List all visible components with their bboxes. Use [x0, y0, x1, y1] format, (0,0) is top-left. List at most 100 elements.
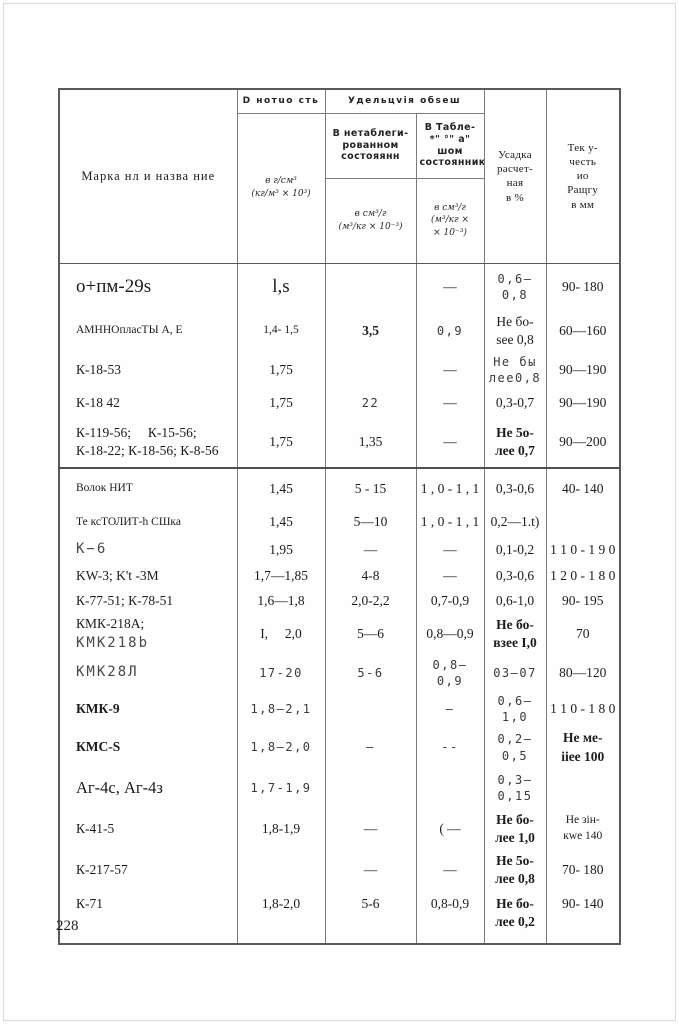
value-cell: 22 [324, 389, 416, 418]
value-cell: 0,3-0,7 [483, 389, 546, 418]
value-cell: 17-20 [236, 654, 325, 691]
value-cell: 0,6-1,0 [483, 588, 546, 614]
value-cell: Не бо- see 0,8 [483, 311, 546, 352]
value-cell: ( — [415, 807, 484, 850]
table-row: КМК28Л 17-20 5-6 0,8–0,9 03—07 80—120 [59, 654, 620, 691]
value-cell: — [324, 807, 416, 850]
header-density: D нотuо сть [236, 89, 325, 114]
value-cell: Не 5о- лее 0,7 [483, 417, 546, 469]
value-cell: 90- 140 [545, 890, 620, 945]
material-name-cell: Волок НИТ [59, 467, 237, 509]
table-body: о+пм-29s l,s — 0,6–0,8 90- 180 АМННОпласТЫ А,… [59, 263, 620, 945]
material-name-cell: К-18 42 [76, 395, 120, 411]
value-cell: I, 2,0 [236, 613, 325, 655]
table-row: КМК-218А; КМК218b I, 2,0 5—6 0,8—0,9 Не бо- в… [59, 613, 620, 655]
value-cell [545, 508, 620, 537]
table-row: К-217-57— — Не 5о- лее 0,8 70- 180 [59, 849, 620, 891]
material-name-cell: К-217-57 [76, 861, 128, 877]
material-name-cell: К-41-5 [76, 820, 115, 836]
value-cell: 1,45 [236, 508, 325, 537]
value-cell: 1,75 [236, 351, 325, 390]
table-row: Волок НИТ 1,45 5 - 15 1 , 0 - 1 , 1 0,3-0,6 4… [59, 467, 620, 509]
value-cell [324, 263, 416, 311]
material-name-cell: АМННОпласТЫ А, Е [76, 324, 183, 337]
value-cell: 1 1 0 - 1 9 0 [545, 536, 620, 564]
value-cell: 1,7—1,85 [236, 563, 325, 589]
value-cell: 0,7-0,9 [415, 588, 484, 614]
value-cell: 5-6 [324, 654, 416, 691]
table-row: КМК-9 1,8–2,1 –0,6–1,0 1 1 0 - 1 8 0 [59, 690, 620, 728]
value-cell: 0,8-0,9 [415, 890, 484, 945]
value-cell: – [415, 690, 484, 728]
value-cell [324, 351, 416, 390]
table-row: К-41-5 1,8-1,9—( — Не бо- лее 1,0 Не зін- к… [59, 807, 620, 850]
page-number: 228 [56, 918, 79, 934]
header-untableted-units: в см³/г (м³/кг × 10⁻³) [324, 178, 416, 264]
value-cell: 0,6–1,0 [483, 690, 546, 728]
value-cell: 1,45 [236, 467, 325, 509]
value-cell: 80—120 [545, 654, 620, 691]
value-cell [415, 767, 484, 808]
table-row: Аг-4с, Аг-4з 1,7-1,9 0,3– 0,15 [59, 767, 620, 808]
material-name-cell: о+пм-29s [76, 276, 152, 298]
value-cell: 70 [545, 613, 620, 655]
header-specific-volume: Удельцviя обsеш [324, 89, 484, 114]
value-cell: — [415, 351, 484, 390]
table-row: К-119-56; К-15-56; К-18-22; К-18-56; К-8… [59, 417, 620, 469]
value-cell: 1,7-1,9 [236, 767, 325, 808]
material-name-cell: КМК-9 [76, 701, 120, 716]
table-row: о+пм-29s l,s —0,6–0,8 90- 180 [59, 263, 620, 311]
header-density-units: в г/см³ (кг/м³ × 10³) [236, 113, 325, 264]
material-name-cell: Аг-4с, Аг-4з [76, 777, 163, 797]
value-cell: 1 , 0 - 1 , 1 [415, 467, 484, 509]
value-cell: 1 , 0 - 1 , 1 [415, 508, 484, 537]
value-cell: 1,6—1,8 [236, 588, 325, 614]
header-tableted-units: в см³/г (м³/кг × × 10⁻³) [415, 178, 484, 264]
table-row: К-71 1,8-2,0 5-6 0,8-0,9 Не бо- лее 0,2 90- 1… [59, 890, 620, 945]
value-cell: 0,8–0,9 [415, 654, 484, 691]
value-cell: 0,6–0,8 [483, 263, 546, 311]
value-cell: 3,5 [324, 311, 416, 352]
value-cell: 5-6 [324, 890, 416, 945]
value-cell: Не бо- взее I,0 [483, 613, 546, 655]
value-cell: Не бо- лее 0,2 [483, 890, 546, 945]
value-cell: 1,35 [324, 417, 416, 469]
value-cell [324, 767, 416, 808]
value-cell: — [324, 536, 416, 564]
name-line: КМК-218А; [76, 616, 145, 632]
value-cell: 0,1-0,2 [483, 536, 546, 564]
value-cell: 1,95 [236, 536, 325, 564]
value-cell: – [324, 727, 416, 768]
value-cell: — [415, 536, 484, 564]
value-cell: 1,8–2,1 [236, 690, 325, 728]
table-row: КМС-S 1,8–2,0– -- 0,2–0,5 Не ме- iiee 100 [59, 727, 620, 768]
value-cell [236, 849, 325, 891]
value-cell: 0,9 [415, 311, 484, 352]
header-brand-name: Марка нл и назва ние [59, 89, 237, 264]
value-cell: 1,8-2,0 [236, 890, 325, 945]
material-name-cell: КМК-218А; КМК218b [59, 613, 237, 654]
value-cell: 40- 140 [545, 467, 620, 509]
value-cell: 5—6 [324, 613, 416, 655]
value-cell [545, 767, 620, 808]
material-name-cell: КМС-S [76, 739, 121, 755]
table-row: К-18 42 1,75 22—0,3-0,7 90—190 [59, 389, 620, 418]
name-line: КМК218b [76, 634, 150, 651]
value-cell: Не 5о- лее 0,8 [483, 849, 546, 891]
value-cell: l,s [236, 263, 325, 311]
value-cell: 60—160 [545, 311, 620, 352]
table-row: К-77-51; К-78-51 1,6—1,8 2,0-2,2 0,7-0,9 0,6… [59, 588, 620, 614]
material-name-cell: К−6 [76, 541, 108, 558]
value-cell: Не бы лее0,8 [483, 351, 546, 390]
value-cell: 0,3-0,6 [483, 563, 546, 589]
value-cell: Не ме- iiee 100 [545, 727, 620, 768]
table-row: К-18-53 1,75 — Не бы лее0,8 90—190 [59, 351, 620, 390]
value-cell: 1,8-1,9 [236, 807, 325, 850]
value-cell: Не бо- лее 1,0 [483, 807, 546, 850]
value-cell: 5 - 15 [324, 467, 416, 509]
value-cell: 90—200 [545, 417, 620, 469]
value-cell: — [415, 563, 484, 589]
value-cell: 90- 180 [545, 263, 620, 311]
value-cell: 1,75 [236, 389, 325, 418]
